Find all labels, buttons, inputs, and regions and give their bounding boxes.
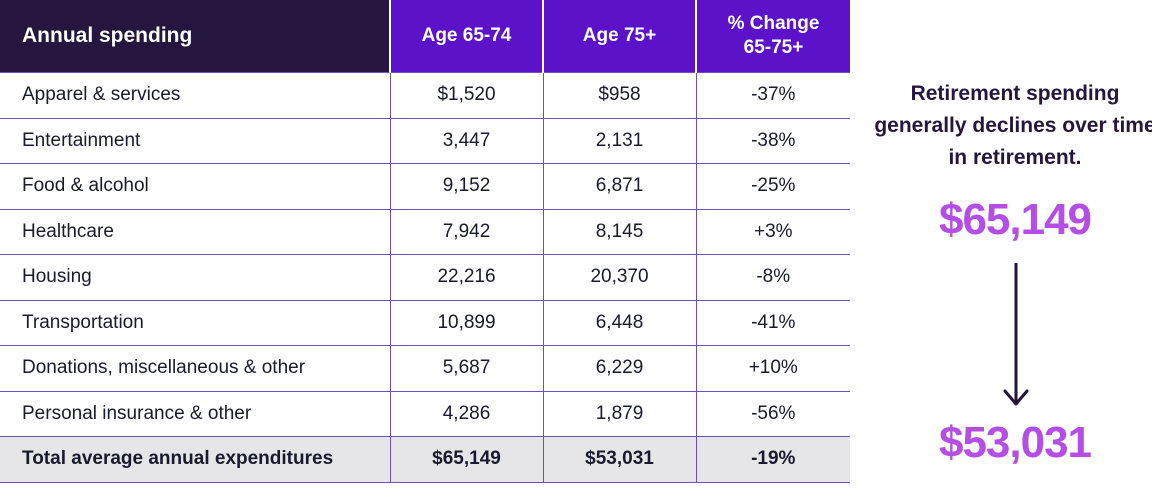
cell-percent-change: -8% (695, 254, 850, 300)
cell-age-65-74: 7,942 (389, 208, 543, 255)
row-label: Apparel & services (0, 72, 390, 118)
table-row: Transportation 10,899 6,448 -41% (0, 299, 850, 346)
cell-age-65-74: 4,286 (389, 390, 543, 437)
cell-age-75-plus: 6,448 (542, 299, 696, 346)
cell-age-65-74: 9,152 (389, 163, 543, 209)
spending-table: Annual spending Age 65-74 Age 75+ % Chan… (0, 0, 850, 483)
cell-age-75-plus: 6,871 (542, 163, 696, 209)
cell-percent-change: -56% (695, 390, 850, 437)
header-age-75-plus: Age 75+ (542, 0, 696, 73)
to-amount: $53,031 (938, 418, 1092, 467)
cell-percent-change: -25% (695, 163, 850, 209)
cell-age-75-plus: 6,229 (542, 345, 696, 391)
cell-percent-change: -41% (695, 299, 850, 346)
table-row: Apparel & services $1,520 $958 -37% (0, 72, 850, 118)
table-row: Entertainment 3,447 2,131 -38% (0, 117, 850, 164)
row-label: Entertainment (0, 117, 390, 164)
header-percent-change-line2: 65-75+ (743, 37, 804, 58)
header-age-65-74: Age 65-74 (389, 0, 543, 73)
cell-age-65-74: 3,447 (389, 117, 543, 164)
table-row: Food & alcohol 9,152 6,871 -25% (0, 163, 850, 209)
header-percent-change: % Change 65-75+ (695, 0, 850, 73)
cell-percent-change: +10% (695, 345, 850, 391)
from-amount: $65,149 (938, 195, 1092, 244)
cell-age-75-plus: 2,131 (542, 117, 696, 164)
cell-age-65-74: 10,899 (389, 299, 543, 346)
side-callout: Retirement spending generally declines o… (870, 78, 1152, 174)
row-label: Food & alcohol (0, 163, 390, 209)
down-arrow-icon (1003, 263, 1029, 406)
total-row: Total average annual expenditures $65,14… (0, 436, 850, 483)
spending-table-container: Annual spending Age 65-74 Age 75+ % Chan… (0, 0, 850, 483)
cell-age-75-plus: 20,370 (542, 254, 696, 300)
row-label: Personal insurance & other (0, 390, 390, 437)
table-row: Housing 22,216 20,370 -8% (0, 254, 850, 300)
table-header-row: Annual spending Age 65-74 Age 75+ % Chan… (0, 0, 850, 73)
row-label: Transportation (0, 299, 390, 346)
total-age-75-plus: $53,031 (542, 436, 696, 483)
cell-age-65-74: 5,687 (389, 345, 543, 391)
cell-age-65-74: $1,520 (389, 72, 543, 118)
cell-age-75-plus: 1,879 (542, 390, 696, 437)
total-percent-change: -19% (695, 436, 850, 483)
callout-text: Retirement spending generally declines o… (874, 82, 1152, 169)
table-row: Donations, miscellaneous & other 5,687 6… (0, 345, 850, 391)
header-percent-change-line1: % Change (727, 13, 820, 34)
cell-percent-change: -37% (695, 72, 850, 118)
table-row: Personal insurance & other 4,286 1,879 -… (0, 390, 850, 437)
cell-percent-change: +3% (695, 208, 850, 255)
row-label: Healthcare (0, 208, 390, 255)
row-label: Housing (0, 254, 390, 300)
cell-age-65-74: 22,216 (389, 254, 543, 300)
cell-percent-change: -38% (695, 117, 850, 164)
table-row: Healthcare 7,942 8,145 +3% (0, 208, 850, 255)
cell-age-75-plus: 8,145 (542, 208, 696, 255)
row-label: Donations, miscellaneous & other (0, 345, 390, 391)
total-label: Total average annual expenditures (0, 436, 390, 483)
cell-age-75-plus: $958 (542, 72, 696, 118)
header-annual-spending: Annual spending (0, 0, 390, 73)
total-age-65-74: $65,149 (389, 436, 543, 483)
